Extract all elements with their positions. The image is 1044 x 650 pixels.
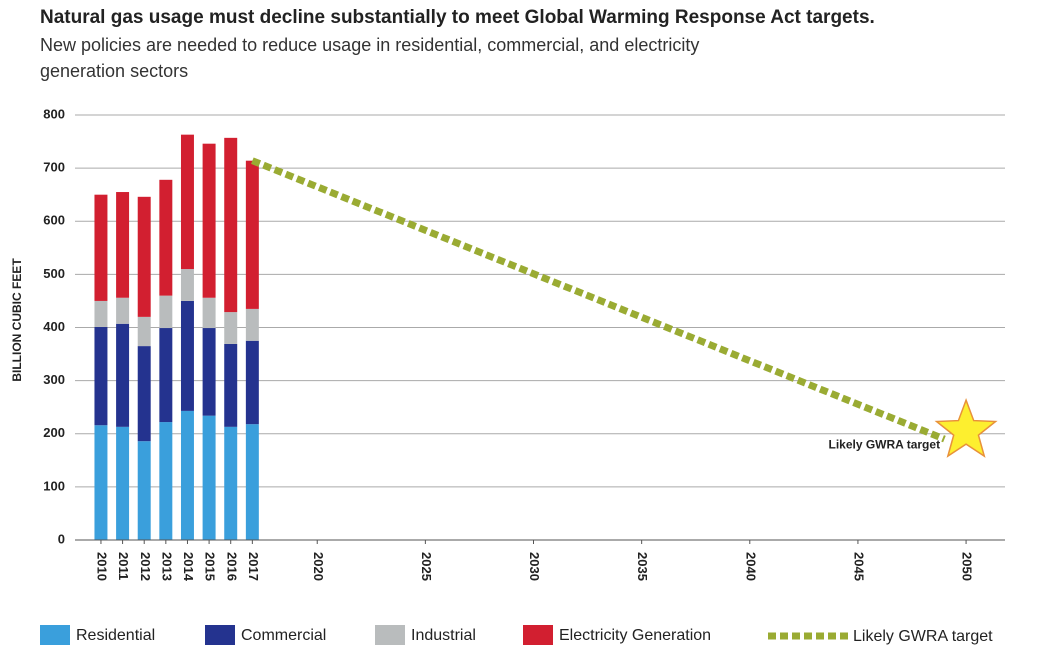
bar-segment — [137, 196, 151, 317]
bar-segment — [159, 328, 173, 423]
y-tick-label: 700 — [43, 160, 65, 175]
bar-segment — [224, 137, 238, 313]
target-line — [251, 157, 946, 443]
x-tick-label: 2045 — [851, 552, 866, 581]
legend-swatch — [40, 625, 70, 645]
chart-title: Natural gas usage must decline substanti… — [40, 7, 875, 28]
legend-label: Electricity Generation — [559, 627, 711, 644]
y-tick-label: 200 — [43, 425, 65, 440]
x-tick-label: 2050 — [960, 552, 975, 581]
legend-swatch — [375, 625, 405, 645]
x-tick-label: 2015 — [203, 552, 218, 581]
bar-segment — [159, 422, 173, 540]
y-tick-label: 800 — [43, 106, 65, 121]
x-tick-label: 2013 — [159, 552, 174, 581]
x-tick-label: 2017 — [246, 552, 261, 581]
bar-segment — [180, 134, 194, 270]
chart-subtitle: generation sectors — [40, 61, 188, 81]
bar-segment — [245, 340, 259, 425]
bar-segment — [94, 194, 108, 301]
bar-segment — [116, 426, 130, 540]
bar-segment — [202, 143, 216, 298]
x-tick-label: 2010 — [95, 552, 110, 581]
x-tick-label: 2035 — [635, 552, 650, 581]
bar-segment — [159, 295, 173, 329]
y-tick-label: 100 — [43, 478, 65, 493]
legend-label: Likely GWRA target — [853, 628, 993, 645]
target-star — [934, 397, 998, 458]
x-tick-label: 2014 — [181, 552, 196, 582]
legend-swatch — [523, 625, 553, 645]
bar-segment — [137, 441, 151, 540]
bar-segment — [224, 312, 238, 344]
bar-segment — [245, 308, 259, 341]
x-tick-label: 2011 — [116, 552, 131, 580]
x-tick-label: 2030 — [527, 552, 542, 581]
bar-segment — [94, 425, 108, 540]
legend-label: Residential — [76, 627, 155, 644]
bar-segment — [245, 160, 259, 309]
bar-segment — [202, 328, 216, 416]
bar-segment — [224, 426, 238, 540]
legend-swatch — [205, 625, 235, 645]
annotation: Likely GWRA target — [828, 437, 940, 451]
bar-segment — [137, 316, 151, 347]
y-tick-label: 0 — [58, 531, 65, 546]
y-axis-title: BILLION CUBIC FEET — [10, 258, 24, 382]
y-tick-label: 300 — [43, 372, 65, 387]
bar-segment — [116, 323, 130, 427]
x-tick-label: 2025 — [419, 552, 434, 581]
bar-segment — [202, 415, 216, 540]
bar-segment — [245, 424, 259, 540]
bar-segment — [224, 343, 238, 427]
bar-segment — [180, 410, 194, 540]
chart-subtitle: New policies are needed to reduce usage … — [40, 35, 699, 55]
bar-segment — [94, 300, 108, 327]
legend-label: Commercial — [241, 627, 326, 644]
bar-segment — [116, 192, 130, 298]
x-tick-label: 2012 — [138, 552, 153, 581]
bar-segment — [94, 326, 108, 426]
x-tick-label: 2040 — [743, 552, 758, 581]
legend-label: Industrial — [411, 627, 476, 644]
bar-segment — [116, 297, 130, 324]
y-tick-label: 600 — [43, 213, 65, 228]
bar-segment — [137, 346, 151, 442]
y-tick-label: 500 — [43, 266, 65, 281]
bar-segment — [180, 300, 194, 411]
x-tick-label: 2016 — [224, 552, 239, 581]
bar-segment — [202, 297, 216, 329]
bar-segment — [159, 179, 173, 296]
bar-segment — [180, 269, 194, 301]
x-tick-label: 2020 — [311, 552, 326, 581]
y-tick-label: 400 — [43, 319, 65, 334]
